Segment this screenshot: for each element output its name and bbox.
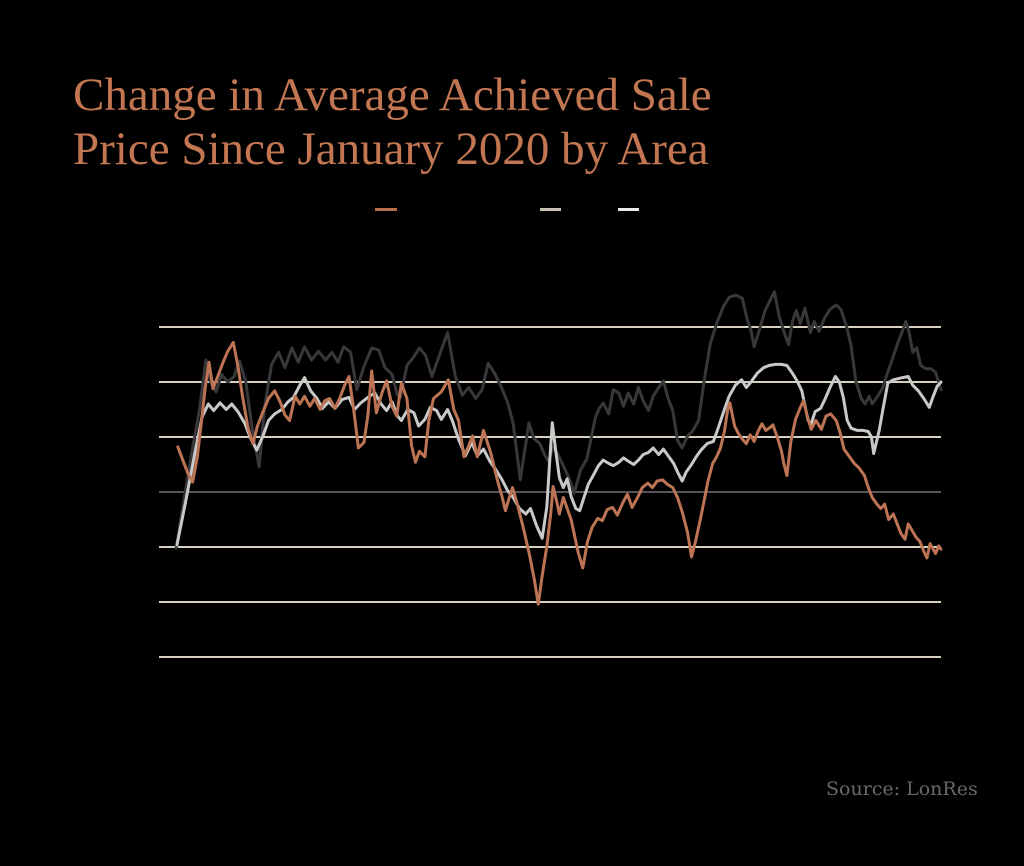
- legend-terracotta-dash-icon: [375, 208, 397, 211]
- series-light-grey-line: [175, 362, 943, 547]
- source-caption: Source: LonRes: [826, 778, 978, 800]
- series-dark-grey-line: [174, 290, 943, 550]
- chart-title-line-1: Change in Average Achieved Sale: [73, 69, 712, 121]
- legend-white-dash-icon: [618, 208, 639, 211]
- legend-beige-dash-icon: [540, 208, 561, 211]
- series-terracotta-line: [176, 340, 943, 606]
- chart-title: Change in Average Achieved Sale Price Si…: [73, 68, 913, 176]
- chart-title-line-2: Price Since January 2020 by Area: [73, 123, 709, 175]
